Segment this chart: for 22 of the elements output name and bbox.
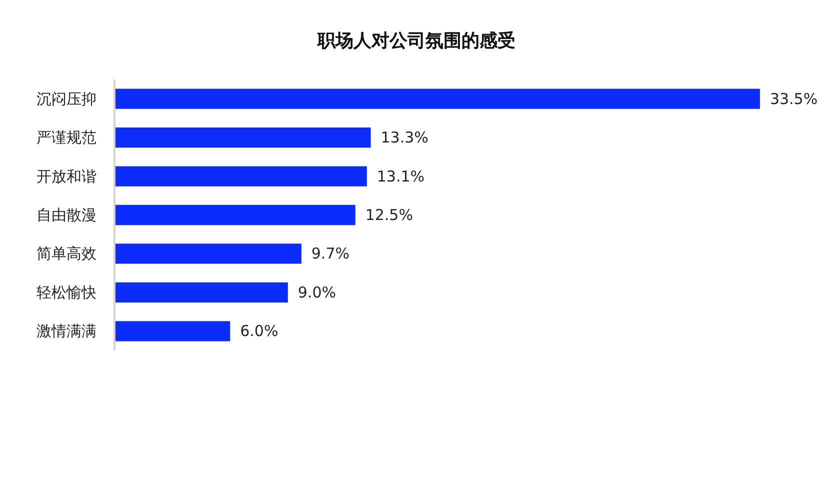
y-tick-label: 轻松愉快: [36, 283, 96, 302]
y-tick-label: 自由散漫: [36, 206, 96, 224]
bar: [114, 321, 230, 342]
bar: [114, 244, 302, 264]
bar: [114, 88, 760, 109]
y-tick-label: 沉闷压抑: [36, 90, 96, 108]
data-label: 13.1%: [376, 167, 425, 186]
y-tick-label: 简单高效: [36, 244, 96, 263]
y-tick-label: 开放和谐: [36, 167, 96, 186]
bar: [114, 204, 356, 226]
chart-title: 职场人对公司氛围的感受: [316, 30, 516, 52]
y-tick-label: 严谨规范: [36, 128, 96, 147]
data-label: 6.0%: [240, 322, 278, 340]
y-tick-label: 激情满满: [36, 322, 96, 340]
bar: [114, 282, 288, 302]
data-label: 13.3%: [380, 128, 428, 147]
data-label: 9.7%: [311, 244, 350, 263]
bar: [114, 166, 367, 186]
data-label: 9.0%: [298, 283, 336, 302]
data-label: 12.5%: [365, 206, 413, 224]
bar: [114, 128, 371, 148]
data-label: 33.5%: [770, 90, 818, 108]
